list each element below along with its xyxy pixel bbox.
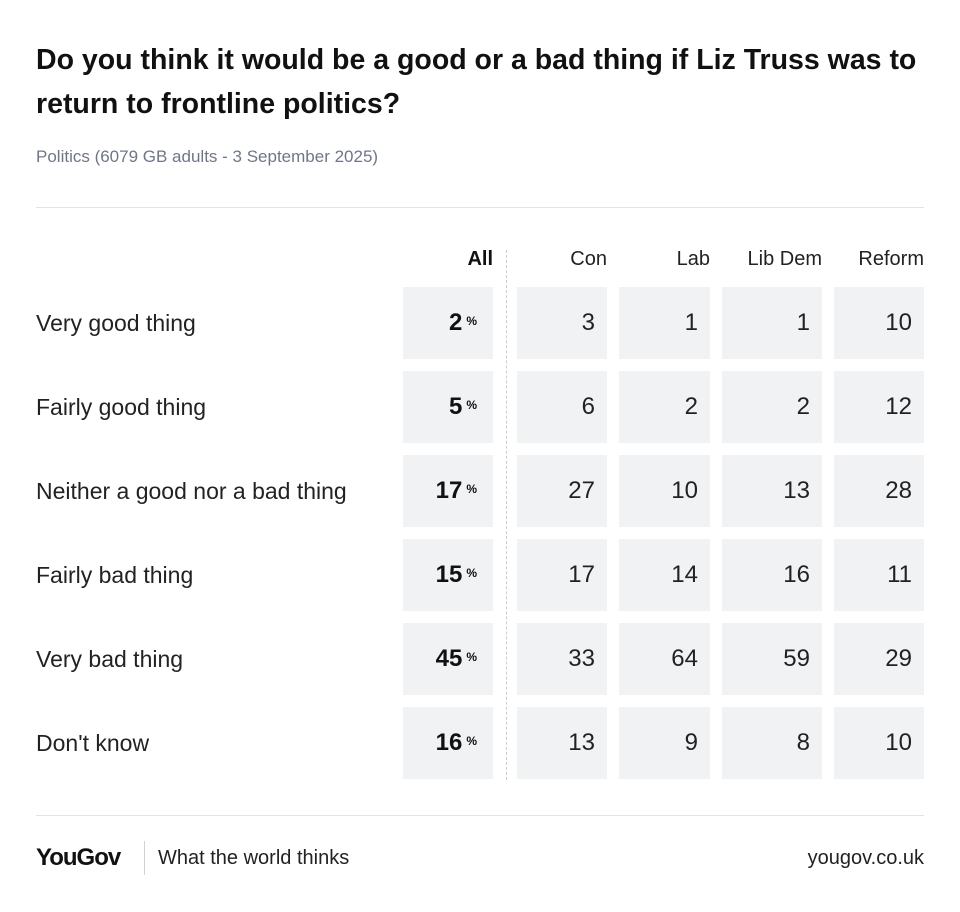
bottom-divider [36,815,924,816]
value-cell: 6 [517,371,607,443]
value-cell: 59 [722,623,822,695]
row-label: Fairly good thing [36,394,207,420]
value-cell: 1 [722,287,822,359]
row-label: Fairly bad thing [36,562,194,588]
value-text: 17 [568,561,595,588]
column-header-lab: Lab [676,248,710,270]
value-text: 5 [448,393,463,420]
value-cell: 10 [619,455,710,527]
all-column-divider [506,250,507,780]
value-cell: 9 [619,707,710,779]
value-cell: 2 [619,371,710,443]
value-cell: 14 [619,539,710,611]
logo-separator [144,841,145,875]
value-text: 13 [783,477,810,504]
value-cell: 1 [619,287,710,359]
percent-sign: % [466,734,477,748]
top-divider [36,207,924,208]
value-text: 14 [671,561,698,588]
value-text: 1 [684,309,698,336]
value-cell: 17 [517,539,607,611]
value-text: 16 [435,729,463,756]
value-text: 9 [684,729,698,756]
value-text: 6 [581,393,595,420]
row-label: Very good thing [36,310,196,336]
value-text: 64 [671,645,698,672]
value-text: 17 [435,477,463,504]
value-text: 1 [796,309,810,336]
percent-sign: % [466,398,477,412]
value-cell: 2 [722,371,822,443]
value-cell-all: 15% [403,539,493,611]
value-text: 15 [435,561,463,588]
value-text: 12 [885,393,912,420]
value-cell: 29 [834,623,924,695]
column-header-lib-dem: Lib Dem [747,248,822,270]
value-text: 59 [783,645,810,672]
value-text: 10 [885,309,912,336]
column-header-reform: Reform [858,248,924,270]
value-cell: 27 [517,455,607,527]
value-text: 16 [783,561,810,588]
column-header-all: All [467,248,493,270]
value-cell: 11 [834,539,924,611]
tagline: What the world thinks [158,847,350,869]
percent-sign: % [466,566,477,580]
value-cell: 13 [722,455,822,527]
value-cell-all: 17% [403,455,493,527]
yougov-logo: YouGov [36,844,121,871]
value-cell: 10 [834,287,924,359]
value-cell: 16 [722,539,822,611]
value-text: 10 [885,729,912,756]
value-cell: 64 [619,623,710,695]
subtitle: Politics (6079 GB adults - 3 September 2… [36,147,379,166]
value-text: 8 [796,729,810,756]
value-text: 10 [671,477,698,504]
value-text: 28 [885,477,912,504]
value-text: 3 [581,309,595,336]
value-cell-all: 2% [403,287,493,359]
percent-sign: % [466,314,477,328]
value-cell-all: 5% [403,371,493,443]
value-text: 27 [568,477,595,504]
value-cell: 12 [834,371,924,443]
percent-sign: % [466,482,477,496]
value-text: 29 [885,645,912,672]
value-cell: 8 [722,707,822,779]
row-label: Neither a good nor a bad thing [36,478,347,504]
value-cell: 10 [834,707,924,779]
value-cell-all: 16% [403,707,493,779]
value-text: 2 [796,393,810,420]
page-title: Do you think it would be a good or a bad… [36,44,917,120]
value-text: 45 [435,645,463,672]
value-text: 11 [887,561,912,588]
row-label: Don't know [36,730,150,756]
value-cell: 28 [834,455,924,527]
value-cell: 13 [517,707,607,779]
value-cell-all: 45% [403,623,493,695]
value-text: 2 [448,309,463,336]
column-header-con: Con [570,248,607,270]
value-cell: 33 [517,623,607,695]
value-cell: 3 [517,287,607,359]
percent-sign: % [466,650,477,664]
row-label: Very bad thing [36,646,184,672]
value-text: 2 [684,393,698,420]
site-url: yougov.co.uk [807,847,924,869]
value-text: 13 [568,729,595,756]
value-text: 33 [568,645,595,672]
